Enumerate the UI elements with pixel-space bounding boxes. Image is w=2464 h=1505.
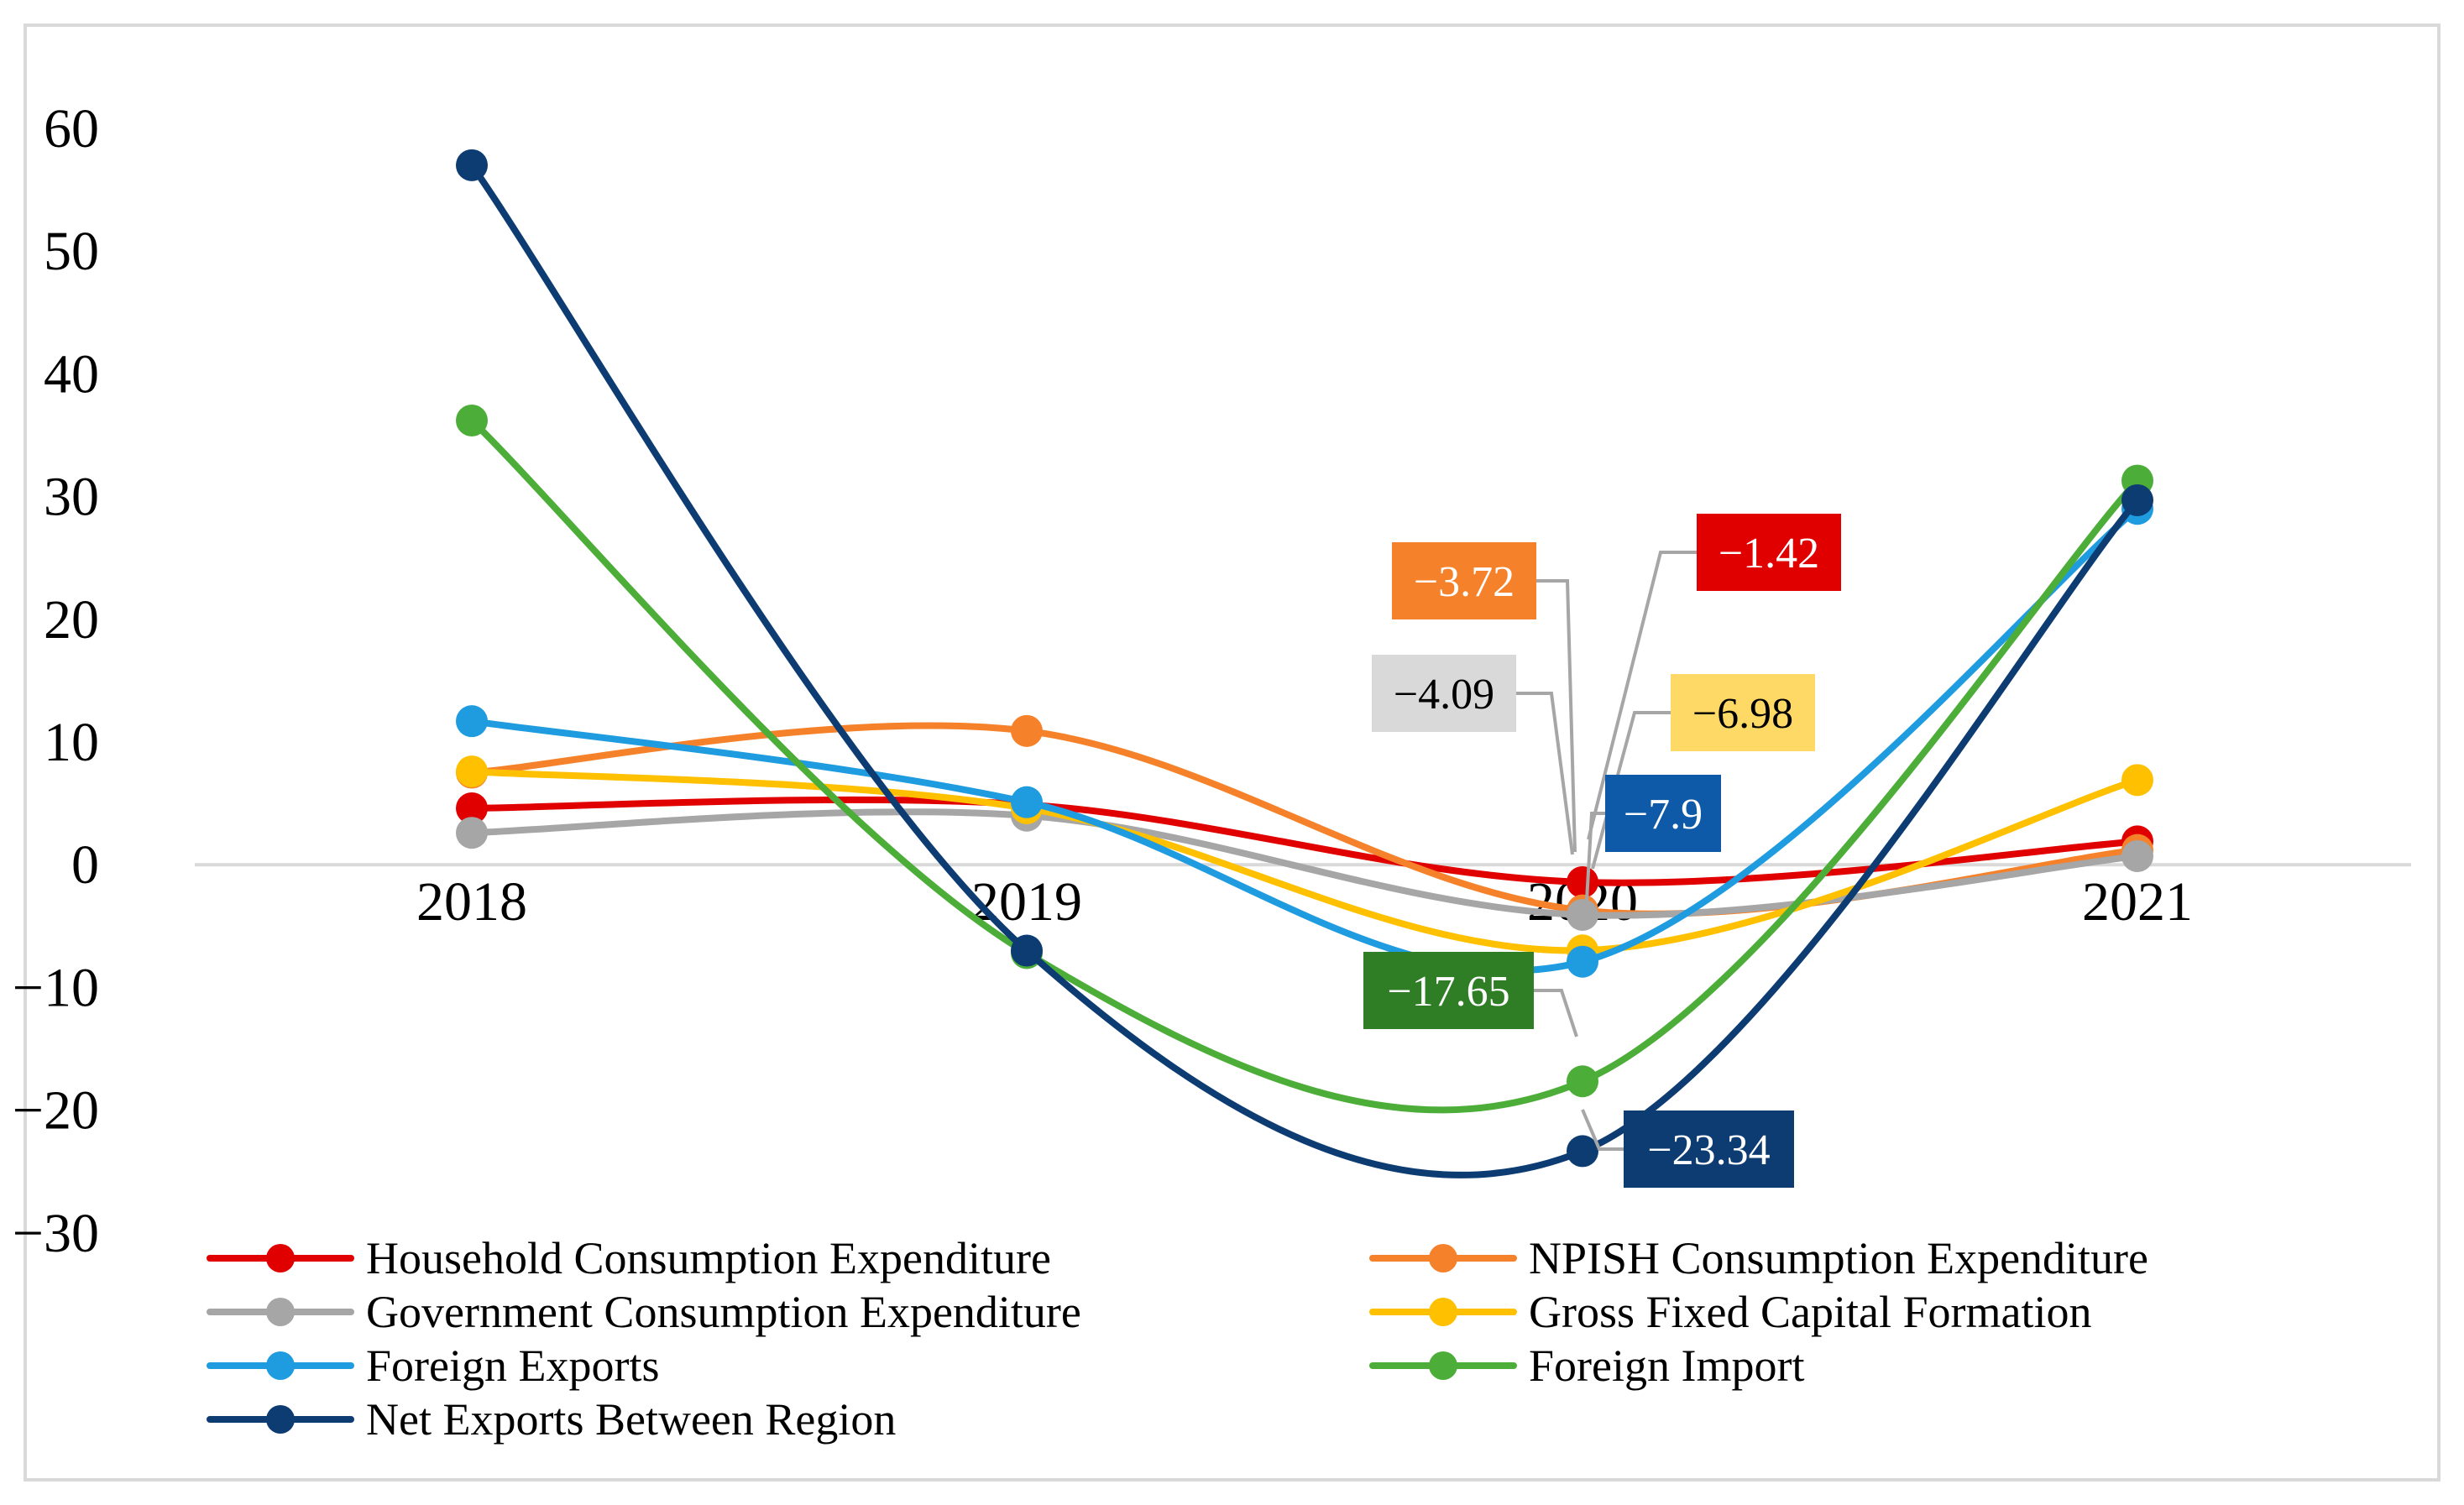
data-label: −6.98	[1692, 690, 1793, 738]
x-tick-label: 2021	[2082, 871, 2193, 933]
data-point	[2121, 483, 2153, 516]
y-tick-label: −10	[13, 957, 99, 1018]
legend-item: Household Consumption Expenditure	[207, 1233, 1051, 1283]
legend-label: NPISH Consumption Expenditure	[1529, 1233, 2148, 1283]
legend-swatch-marker	[266, 1244, 295, 1272]
legend-label: Net Exports Between Region	[366, 1394, 896, 1445]
data-callout: −23.34	[1581, 1109, 1794, 1188]
data-point	[1011, 786, 1043, 818]
data-point	[456, 755, 488, 788]
legend-swatch-marker	[1429, 1351, 1457, 1380]
callout-box	[1372, 655, 1516, 732]
data-point	[2121, 764, 2153, 797]
callout-leader	[1516, 692, 1574, 855]
x-tick-label: 2018	[416, 871, 527, 933]
data-label: −3.72	[1414, 558, 1514, 606]
series-line	[468, 505, 2141, 975]
legend-item: Foreign Import	[1369, 1340, 1804, 1391]
y-tick-label: 10	[44, 712, 99, 773]
legend-item: Gross Fixed Capital Formation	[1369, 1287, 2091, 1337]
y-tick-label: 60	[44, 98, 99, 159]
legend-swatch-marker	[266, 1298, 295, 1326]
data-label: −7.9	[1624, 791, 1703, 839]
callout-leader	[1584, 812, 1605, 916]
callout-box	[1363, 952, 1534, 1029]
callout-leader	[1536, 579, 1577, 853]
data-point	[456, 792, 488, 824]
y-tick-label: −30	[13, 1203, 99, 1264]
data-callout: −7.9	[1584, 775, 1721, 916]
legend-label: Foreign Exports	[366, 1340, 659, 1391]
legend-label: Government Consumption Expenditure	[366, 1287, 1081, 1337]
callout-leader	[1587, 551, 1697, 840]
data-label: −1.42	[1719, 530, 1819, 577]
callout-box	[1671, 674, 1815, 751]
legend-swatch-marker	[266, 1351, 295, 1380]
data-point	[1567, 1135, 1598, 1168]
y-tick-label: −20	[13, 1080, 99, 1142]
y-tick-label: 20	[44, 589, 99, 651]
callout-box	[1605, 775, 1721, 852]
series-line	[468, 416, 2141, 1114]
data-label: −4.09	[1394, 671, 1494, 719]
data-point	[456, 817, 488, 849]
legend-item: NPISH Consumption Expenditure	[1369, 1233, 2148, 1283]
y-tick-label: 30	[44, 467, 99, 528]
series-gross-fixed-capital-formation	[456, 755, 2153, 967]
data-label: −17.65	[1387, 968, 1509, 1016]
data-point	[1567, 945, 1598, 978]
legend-swatch-marker	[1429, 1244, 1457, 1272]
data-callout: −3.72	[1392, 542, 1577, 853]
data-point	[456, 149, 488, 181]
legend-swatch-marker	[266, 1405, 295, 1434]
data-callout: −4.09	[1372, 655, 1574, 855]
callout-box	[1392, 542, 1536, 619]
series-line	[468, 796, 2141, 886]
callout-leader	[1581, 1109, 1624, 1151]
legend: Household Consumption Expenditure NPISH C…	[207, 1233, 2148, 1445]
callouts: −1.42 −3.72 −4.09 −6.98 −7.9 −17.65 −23.34	[1363, 514, 1841, 1188]
series-net-exports-between-region	[456, 149, 2153, 1178]
data-label: −23.34	[1647, 1126, 1770, 1174]
data-callout: −1.42	[1587, 514, 1841, 840]
series-line	[468, 768, 2141, 954]
series-line	[468, 161, 2141, 1178]
legend-label: Household Consumption Expenditure	[366, 1233, 1051, 1283]
series-line	[468, 808, 2141, 919]
callout-box	[1624, 1110, 1794, 1188]
series-group	[456, 149, 2153, 1178]
legend-label: Foreign Import	[1529, 1340, 1804, 1391]
data-point	[456, 404, 488, 436]
data-point	[1011, 714, 1043, 747]
legend-item: Government Consumption Expenditure	[207, 1287, 1081, 1337]
legend-item: Net Exports Between Region	[207, 1394, 896, 1445]
x-tick-label: 2019	[971, 871, 1082, 933]
data-point	[1011, 934, 1043, 967]
legend-label: Gross Fixed Capital Formation	[1529, 1287, 2091, 1337]
legend-item: Foreign Exports	[207, 1340, 659, 1391]
callout-box	[1697, 514, 1841, 591]
y-tick-label: 0	[71, 834, 99, 896]
data-point	[1567, 865, 1598, 898]
callout-leader	[1534, 989, 1578, 1037]
y-tick-label: 40	[44, 343, 99, 405]
data-callout: −6.98	[1591, 674, 1815, 870]
data-point	[456, 705, 488, 738]
data-point	[2121, 839, 2153, 872]
y-tick-label: 50	[44, 221, 99, 282]
data-callout: −17.65	[1363, 952, 1578, 1037]
data-point	[1567, 1065, 1598, 1098]
legend-swatch-marker	[1429, 1298, 1457, 1326]
chart-border	[24, 24, 2440, 1481]
data-point	[1567, 898, 1598, 931]
